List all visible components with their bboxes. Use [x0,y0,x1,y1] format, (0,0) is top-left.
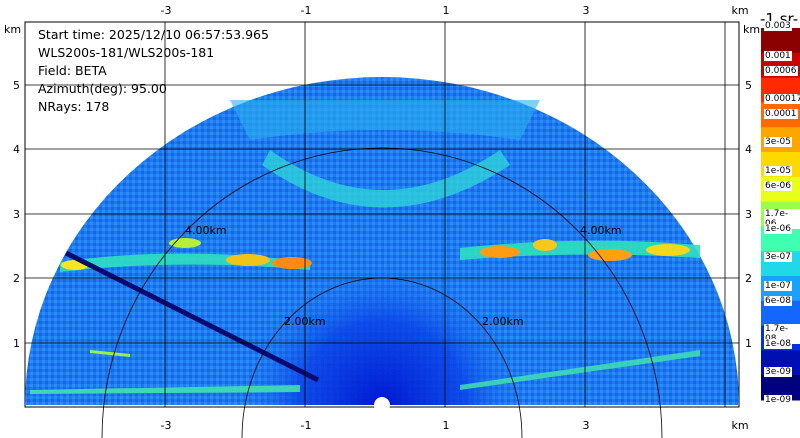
y-unit-left: km [4,23,21,36]
colorbar-segment [761,28,800,54]
y-tick-left: 2 [13,272,20,285]
colorbar-tick-label: 0.001 [764,51,792,61]
colorbar-tick-label: 0.00017 [764,94,800,104]
y-tick-right: 5 [745,79,752,92]
blocked-ray [64,250,320,383]
colorbar-tick-label: 1e-08 [764,339,792,349]
y-unit-right: km [743,23,760,36]
x-tick-bottom: -3 [161,419,172,432]
colorbar-tick-label: 1e-06 [764,224,792,234]
colorbar-tick-label: 6e-06 [764,181,792,191]
x-unit-bottom: km [731,419,748,432]
colorbar-tick-label: 0.0001 [764,109,798,119]
y-tick-right: 1 [745,337,752,350]
ring-label-4km-left: 4.00km [185,224,227,237]
colorbar-tick-label: 1e-05 [764,166,792,176]
x-tick-bottom: 1 [443,419,450,432]
ring-label-2km-left: 2.00km [284,315,326,328]
colorbar-tick-label: 3e-07 [764,252,792,262]
grid [25,22,739,407]
x-tick-top: -1 [301,4,312,17]
ring-label-4km-right: 4.00km [580,224,622,237]
x-tick-top: 3 [583,4,590,17]
y-tick-left: 5 [13,79,20,92]
colorbar-tick-label: 0.003 [764,21,792,31]
y-tick-right: 3 [745,208,752,221]
colorbar-tick-label: 1e-07 [764,281,792,291]
y-tick-left: 4 [13,143,20,156]
radar-site-marker [374,397,390,413]
colorbar-tick-label: 3e-05 [764,137,792,147]
scan-info: Start time: 2025/12/10 06:57:53.965 WLS2… [38,26,269,116]
azimuth: Azimuth(deg): 95.00 [38,81,167,96]
colorbar-tick-label: 0.0006 [764,66,798,76]
colorbar-tick-label: 1e-09 [764,395,792,405]
field-name: Field: BETA [38,63,107,78]
x-tick-top: -3 [161,4,172,17]
x-tick-bottom: 3 [583,419,590,432]
colorbar-tick-label: 6e-08 [764,296,792,306]
x-unit-top: km [731,4,748,17]
ray-count: NRays: 178 [38,99,110,114]
x-tick-bottom: -1 [301,419,312,432]
y-tick-right: 4 [745,143,752,156]
y-tick-right: 2 [745,272,752,285]
y-tick-left: 3 [13,208,20,221]
aerosol-band-upper [262,150,510,208]
range-rings [101,147,663,438]
y-tick-left: 1 [13,337,20,350]
station-name: WLS200s-181/WLS200s-181 [38,45,215,60]
ring-label-2km-right: 2.00km [482,315,524,328]
start-time: Start time: 2025/12/10 06:57:53.965 [38,27,269,42]
x-tick-top: 1 [443,4,450,17]
colorbar-tick-label: 3e-09 [764,367,792,377]
